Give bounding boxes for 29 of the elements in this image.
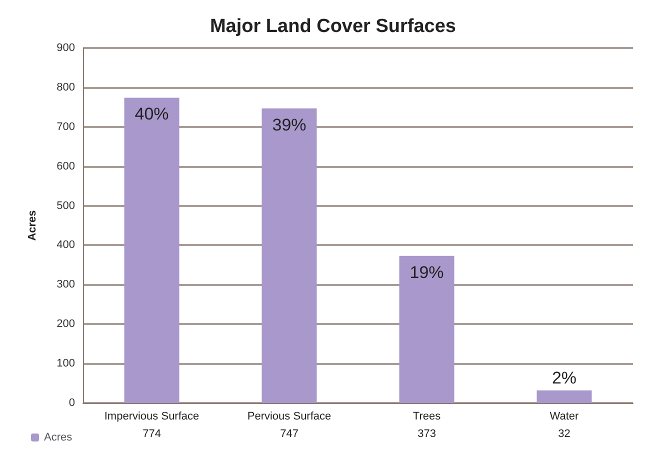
y-tick-label: 700 [56, 120, 75, 133]
legend-label: Acres [44, 432, 73, 444]
y-tick-label: 200 [56, 318, 75, 330]
data-label: 747 [280, 428, 298, 440]
chart-title: Major Land Cover Surfaces [210, 16, 456, 37]
y-axis-title: Acres [26, 210, 38, 241]
annotation: 39% [272, 115, 306, 134]
y-tick-label: 600 [56, 160, 75, 172]
data-label: 373 [418, 428, 436, 440]
data-label: 32 [558, 428, 570, 440]
bar [262, 108, 317, 403]
y-tick-label: 300 [56, 278, 75, 291]
bar [536, 390, 592, 403]
annotation: 19% [410, 262, 444, 282]
x-tick-label: Pervious Surface [247, 410, 332, 422]
y-tick-label: 800 [56, 81, 75, 94]
y-tick-label: 900 [56, 42, 75, 54]
x-tick-label: Trees [412, 410, 442, 422]
y-tick-label: 100 [56, 358, 75, 370]
y-tick-label: 400 [56, 239, 75, 252]
data-label: 774 [142, 428, 161, 440]
annotation: 2% [552, 368, 577, 388]
annotation: 40% [134, 104, 169, 124]
y-tick-label: 500 [56, 200, 75, 212]
bar [124, 98, 180, 403]
bar [399, 256, 454, 403]
x-tick-label: Water [550, 410, 580, 422]
y-tick-label: 0 [68, 397, 75, 409]
x-tick-label: Impervious Surface [104, 410, 200, 422]
